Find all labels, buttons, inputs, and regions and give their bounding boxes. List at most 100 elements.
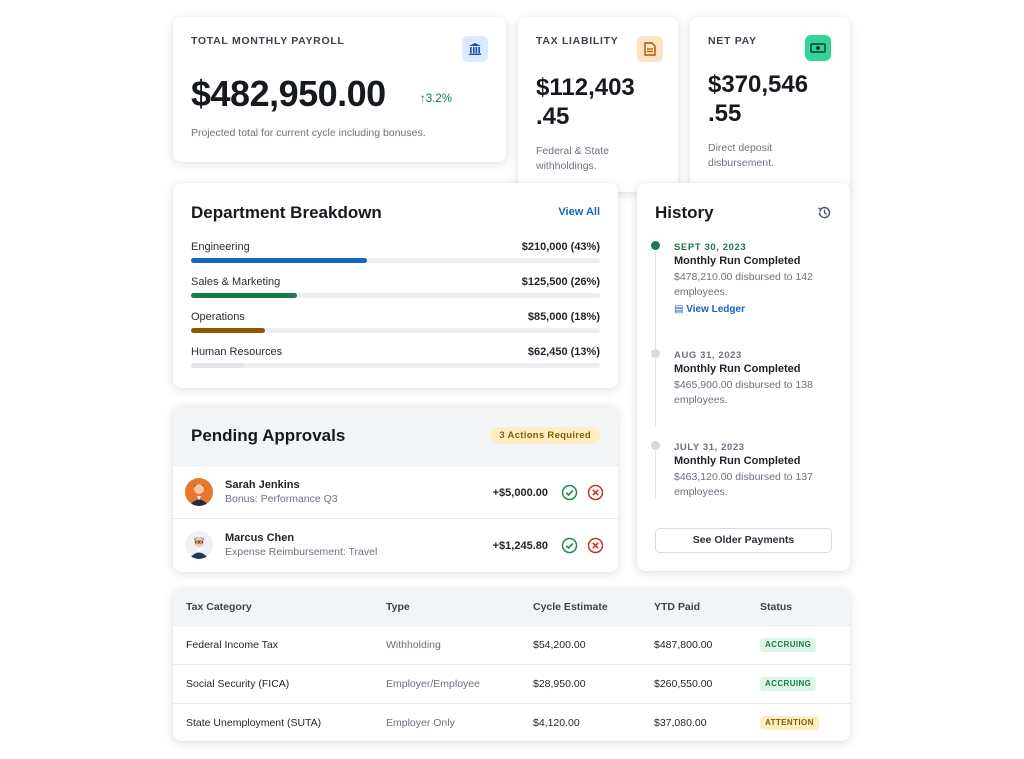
ledger-icon: ▤ — [674, 304, 684, 315]
history-item-desc: $463,120.00 disbursed to 137 employees. — [674, 471, 813, 498]
status-badge: ACCRUING — [760, 677, 817, 691]
see-older-payments-button[interactable]: See Older Payments — [655, 528, 832, 553]
view-ledger-link[interactable]: ▤ View Ledger — [674, 304, 745, 315]
timeline-dot — [651, 441, 660, 450]
cell-ytd: $487,800.00 — [654, 639, 713, 651]
dept-row-hr: Human Resources $62,450 (13%) — [191, 346, 600, 380]
reject-x-icon[interactable] — [587, 484, 604, 501]
cell-ytd: $37,080.00 — [654, 717, 707, 729]
history-date: JULY 31, 2023 — [674, 442, 745, 453]
cell-category: Federal Income Tax — [186, 639, 279, 651]
status-badge: ACCRUING — [760, 638, 817, 652]
pending-approvals-card: Pending Approvals 3 Actions Required Sar… — [173, 406, 618, 572]
approval-desc: Bonus: Performance Q3 — [225, 493, 338, 505]
history-icon[interactable] — [817, 205, 832, 220]
approve-check-icon[interactable] — [561, 484, 578, 501]
table-row[interactable]: State Unemployment (SUTA) Employer Only … — [173, 703, 850, 741]
approve-check-icon[interactable] — [561, 537, 578, 554]
dept-name: Engineering — [191, 241, 250, 253]
cell-cycle: $28,950.00 — [533, 678, 586, 690]
dept-track — [191, 363, 600, 368]
dept-name: Human Resources — [191, 346, 283, 358]
tax-table: Tax Category Type Cycle Estimate YTD Pai… — [173, 589, 850, 741]
cell-type: Employer/Employee — [386, 678, 480, 690]
history-item-title: Monthly Run Completed — [674, 255, 801, 267]
dept-value: $125,500 (26%) — [521, 276, 600, 288]
tax-liability-sub-line1: Federal & State — [536, 145, 609, 157]
payroll-change-value: 3.2% — [425, 93, 452, 105]
status-badge: ATTENTION — [760, 716, 819, 730]
history-item-desc: $478,210.00 disbursed to 142 employees. — [674, 271, 813, 298]
column-header[interactable]: Status — [760, 601, 793, 613]
timeline-line — [655, 251, 656, 351]
cell-category: Social Security (FICA) — [186, 678, 290, 690]
payroll-change: ↑3.2% — [420, 93, 452, 105]
approval-row: Sarah Jenkins Bonus: Performance Q3 +$5,… — [173, 465, 618, 518]
dept-track — [191, 258, 600, 263]
trend-up-icon: ↑ — [420, 93, 426, 105]
dept-value: $85,000 (18%) — [527, 311, 600, 323]
cell-type: Withholding — [386, 639, 441, 651]
tax-liability-sub-line2: withholdings. — [536, 160, 597, 172]
cell-cycle: $4,120.00 — [533, 717, 580, 729]
column-header[interactable]: Type — [386, 601, 410, 613]
tax-liability-value-line2: .45 — [536, 103, 570, 130]
total-payroll-label: TOTAL MONTHLY PAYROLL — [191, 35, 345, 47]
cell-type: Employer Only — [386, 717, 455, 729]
table-row[interactable]: Social Security (FICA) Employer/Employee… — [173, 664, 850, 703]
department-title: Department Breakdown — [191, 203, 382, 222]
reject-x-icon[interactable] — [587, 537, 604, 554]
cell-ytd: $260,550.00 — [654, 678, 713, 690]
dept-row-sales: Sales & Marketing $125,500 (26%) — [191, 276, 600, 310]
history-item-desc: $465,900.00 disbursed to 138 employees. — [674, 379, 813, 406]
avatar — [185, 531, 213, 559]
dept-track — [191, 293, 600, 298]
cash-icon — [805, 35, 831, 61]
approval-desc: Expense Reimbursement: Travel — [225, 546, 378, 558]
timeline-dot-active — [651, 241, 660, 250]
dept-row-engineering: Engineering $210,000 (43%) — [191, 241, 600, 275]
approvals-header: Pending Approvals 3 Actions Required — [173, 406, 618, 465]
approval-amount: +$5,000.00 — [492, 487, 548, 499]
dept-value: $62,450 (13%) — [527, 346, 600, 358]
bank-icon — [462, 36, 488, 62]
cell-category: State Unemployment (SUTA) — [186, 717, 322, 729]
net-pay-value-line1: $370,546 — [708, 71, 809, 98]
approval-row: Marcus Chen Expense Reimbursement: Trave… — [173, 518, 618, 571]
document-icon — [637, 36, 663, 62]
column-header[interactable]: Cycle Estimate — [533, 601, 608, 613]
dept-name: Sales & Marketing — [191, 276, 281, 288]
table-row[interactable]: Federal Income Tax Withholding $54,200.0… — [173, 625, 850, 664]
history-item-title: Monthly Run Completed — [674, 363, 801, 375]
view-all-link[interactable]: View All — [558, 206, 600, 218]
history-item-title: Monthly Run Completed — [674, 455, 801, 467]
net-pay-value-line2: .55 — [708, 100, 742, 127]
approval-name: Sarah Jenkins — [225, 479, 300, 491]
dept-fill — [191, 293, 298, 298]
timeline-line — [655, 359, 656, 427]
history-date: SEPT 30, 2023 — [674, 242, 747, 253]
dept-fill — [191, 328, 265, 333]
net-pay-card: NET PAY $370,546 .55 Direct deposit disb… — [690, 17, 850, 192]
dept-fill — [191, 258, 367, 263]
net-pay-sub-line1: Direct deposit — [708, 142, 773, 154]
timeline-dot — [651, 349, 660, 358]
column-header[interactable]: Tax Category — [186, 601, 252, 613]
history-date: AUG 31, 2023 — [674, 350, 742, 361]
total-payroll-sub: Projected total for current cycle includ… — [191, 127, 426, 139]
cell-cycle: $54,200.00 — [533, 639, 586, 651]
view-ledger-label: View Ledger — [686, 304, 745, 315]
net-pay-label: NET PAY — [708, 35, 757, 47]
dept-track — [191, 328, 600, 333]
net-pay-sub-line2: disbursement. — [708, 157, 774, 169]
approval-name: Marcus Chen — [225, 532, 295, 544]
tax-liability-card: TAX LIABILITY $112,403 .45 Federal & Sta… — [518, 17, 678, 192]
dept-row-operations: Operations $85,000 (18%) — [191, 311, 600, 345]
approvals-title: Pending Approvals — [191, 426, 346, 445]
tax-liability-value-line1: $112,403 — [536, 74, 635, 101]
column-header[interactable]: YTD Paid — [654, 601, 701, 613]
dept-fill — [191, 363, 245, 368]
avatar — [185, 478, 213, 506]
history-card: History SEPT 30, 2023 Monthly Run Comple… — [637, 183, 850, 571]
actions-required-badge: 3 Actions Required — [490, 427, 600, 444]
